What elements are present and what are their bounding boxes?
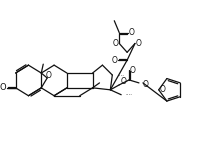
Text: O: O <box>143 80 149 89</box>
Text: O: O <box>120 77 126 86</box>
Text: ····: ···· <box>117 74 124 79</box>
Text: O: O <box>45 71 51 80</box>
Text: O: O <box>111 56 117 65</box>
Text: O: O <box>130 66 136 75</box>
Text: O: O <box>129 28 135 37</box>
Text: O: O <box>0 83 6 92</box>
Text: O: O <box>112 39 118 48</box>
Text: ····: ···· <box>125 92 132 97</box>
Text: O: O <box>136 39 142 48</box>
Text: O: O <box>160 85 165 94</box>
